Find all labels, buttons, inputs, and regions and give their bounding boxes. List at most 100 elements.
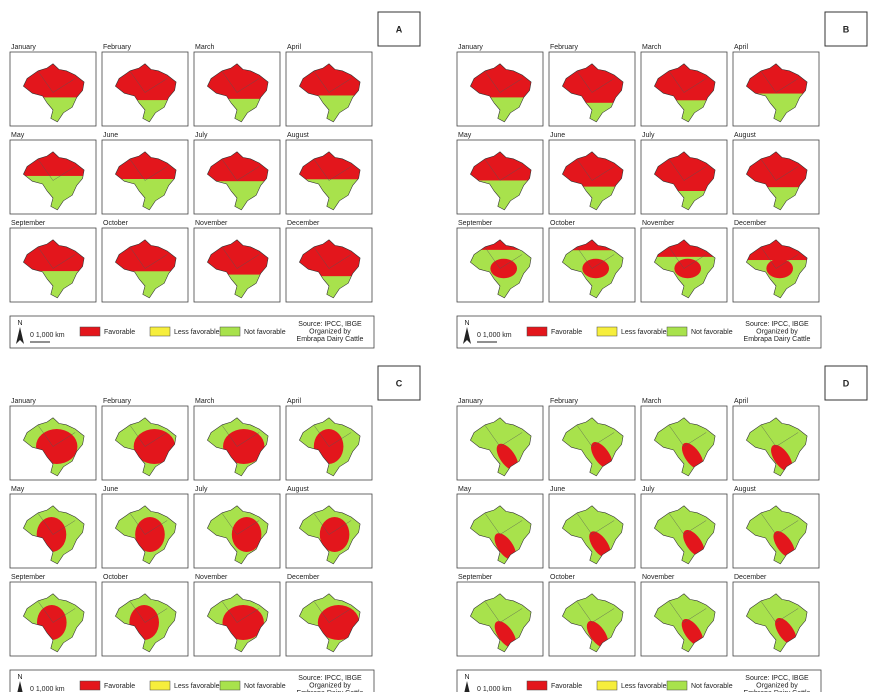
legend-item: Favorable (104, 683, 135, 690)
month-label: July (195, 132, 208, 139)
month-label: August (734, 132, 756, 139)
month-label: July (642, 132, 655, 139)
month-label: October (103, 574, 129, 581)
scale-label: 0 1,000 km (30, 332, 65, 339)
favorable-area (232, 517, 262, 552)
month-label: January (458, 398, 483, 405)
source-line: Source: IPCC, IBGE (298, 321, 362, 328)
legend-item: Not favorable (244, 683, 286, 690)
panel-label: A (396, 24, 403, 34)
legend-swatch (80, 681, 100, 690)
month-label: September (458, 220, 493, 227)
legend-item: Favorable (551, 329, 582, 336)
legend-swatch (527, 681, 547, 690)
source-line: Source: IPCC, IBGE (745, 675, 809, 682)
month-label: May (11, 486, 25, 493)
month-label: November (642, 574, 675, 581)
source-line: Organized by (309, 682, 351, 689)
month-label: December (734, 574, 767, 581)
month-label: November (642, 220, 675, 227)
source-line: Organized by (309, 328, 351, 335)
legend-swatch (150, 327, 170, 336)
month-label: January (11, 44, 36, 51)
scale-label: 0 1,000 km (477, 686, 512, 692)
legend-item: Favorable (104, 329, 135, 336)
legend-item: Less favorable (621, 683, 667, 690)
north-label: N (464, 674, 469, 681)
panel-label: B (843, 24, 850, 34)
favorable-area (766, 259, 793, 279)
favorable-area (582, 259, 609, 279)
month-label: October (550, 220, 576, 227)
month-label: May (458, 486, 472, 493)
legend-swatch (667, 327, 687, 336)
north-label: N (17, 320, 22, 327)
month-label: July (642, 486, 655, 493)
legend-item: Favorable (551, 683, 582, 690)
legend-swatch (527, 327, 547, 336)
month-label: August (287, 486, 309, 493)
legend-swatch (80, 327, 100, 336)
legend-item: Not favorable (244, 329, 286, 336)
month-label: June (550, 132, 565, 139)
legend-item: Not favorable (691, 683, 733, 690)
month-label: February (103, 398, 132, 405)
legend-item: Less favorable (174, 329, 220, 336)
legend-swatch (220, 327, 240, 336)
month-label: December (287, 220, 320, 227)
panel-label: C (396, 378, 403, 388)
source-line: Source: IPCC, IBGE (745, 321, 809, 328)
month-label: October (550, 574, 576, 581)
month-label: June (550, 486, 565, 493)
scale-label: 0 1,000 km (477, 332, 512, 339)
legend-swatch (150, 681, 170, 690)
month-label: May (11, 132, 25, 139)
month-label: October (103, 220, 129, 227)
month-label: July (195, 486, 208, 493)
month-label: January (458, 44, 483, 51)
north-label: N (17, 674, 22, 681)
month-label: December (287, 574, 320, 581)
north-label: N (464, 320, 469, 327)
source-line: Organized by (756, 682, 798, 689)
month-label: March (642, 44, 662, 51)
month-label: April (287, 398, 301, 405)
legend-swatch (597, 327, 617, 336)
month-label: February (550, 398, 579, 405)
month-label: February (550, 44, 579, 51)
month-label: August (734, 486, 756, 493)
month-label: November (195, 220, 228, 227)
source-line: Embrapa Dairy Cattle (744, 336, 811, 343)
scale-label: 0 1,000 km (30, 686, 65, 692)
favorable-area (490, 259, 517, 279)
legend-swatch (667, 681, 687, 690)
month-label: April (734, 398, 748, 405)
month-label: March (195, 44, 215, 51)
month-label: June (103, 132, 118, 139)
month-label: August (287, 132, 309, 139)
month-label: September (11, 220, 46, 227)
month-label: March (642, 398, 662, 405)
month-label: April (287, 44, 301, 51)
panel-label: D (843, 378, 850, 388)
source-line: Organized by (756, 328, 798, 335)
figure: A January February March April May June July Aug… (0, 0, 872, 692)
favorable-area (674, 259, 701, 279)
month-label: September (458, 574, 493, 581)
source-line: Embrapa Dairy Cattle (297, 336, 364, 343)
month-label: September (11, 574, 46, 581)
month-label: May (458, 132, 472, 139)
month-label: June (103, 486, 118, 493)
month-label: April (734, 44, 748, 51)
month-label: March (195, 398, 215, 405)
legend-item: Less favorable (174, 683, 220, 690)
month-label: November (195, 574, 228, 581)
legend-item: Not favorable (691, 329, 733, 336)
month-label: December (734, 220, 767, 227)
month-label: February (103, 44, 132, 51)
legend-swatch (220, 681, 240, 690)
legend-swatch (597, 681, 617, 690)
month-label: January (11, 398, 36, 405)
source-line: Source: IPCC, IBGE (298, 675, 362, 682)
legend-item: Less favorable (621, 329, 667, 336)
